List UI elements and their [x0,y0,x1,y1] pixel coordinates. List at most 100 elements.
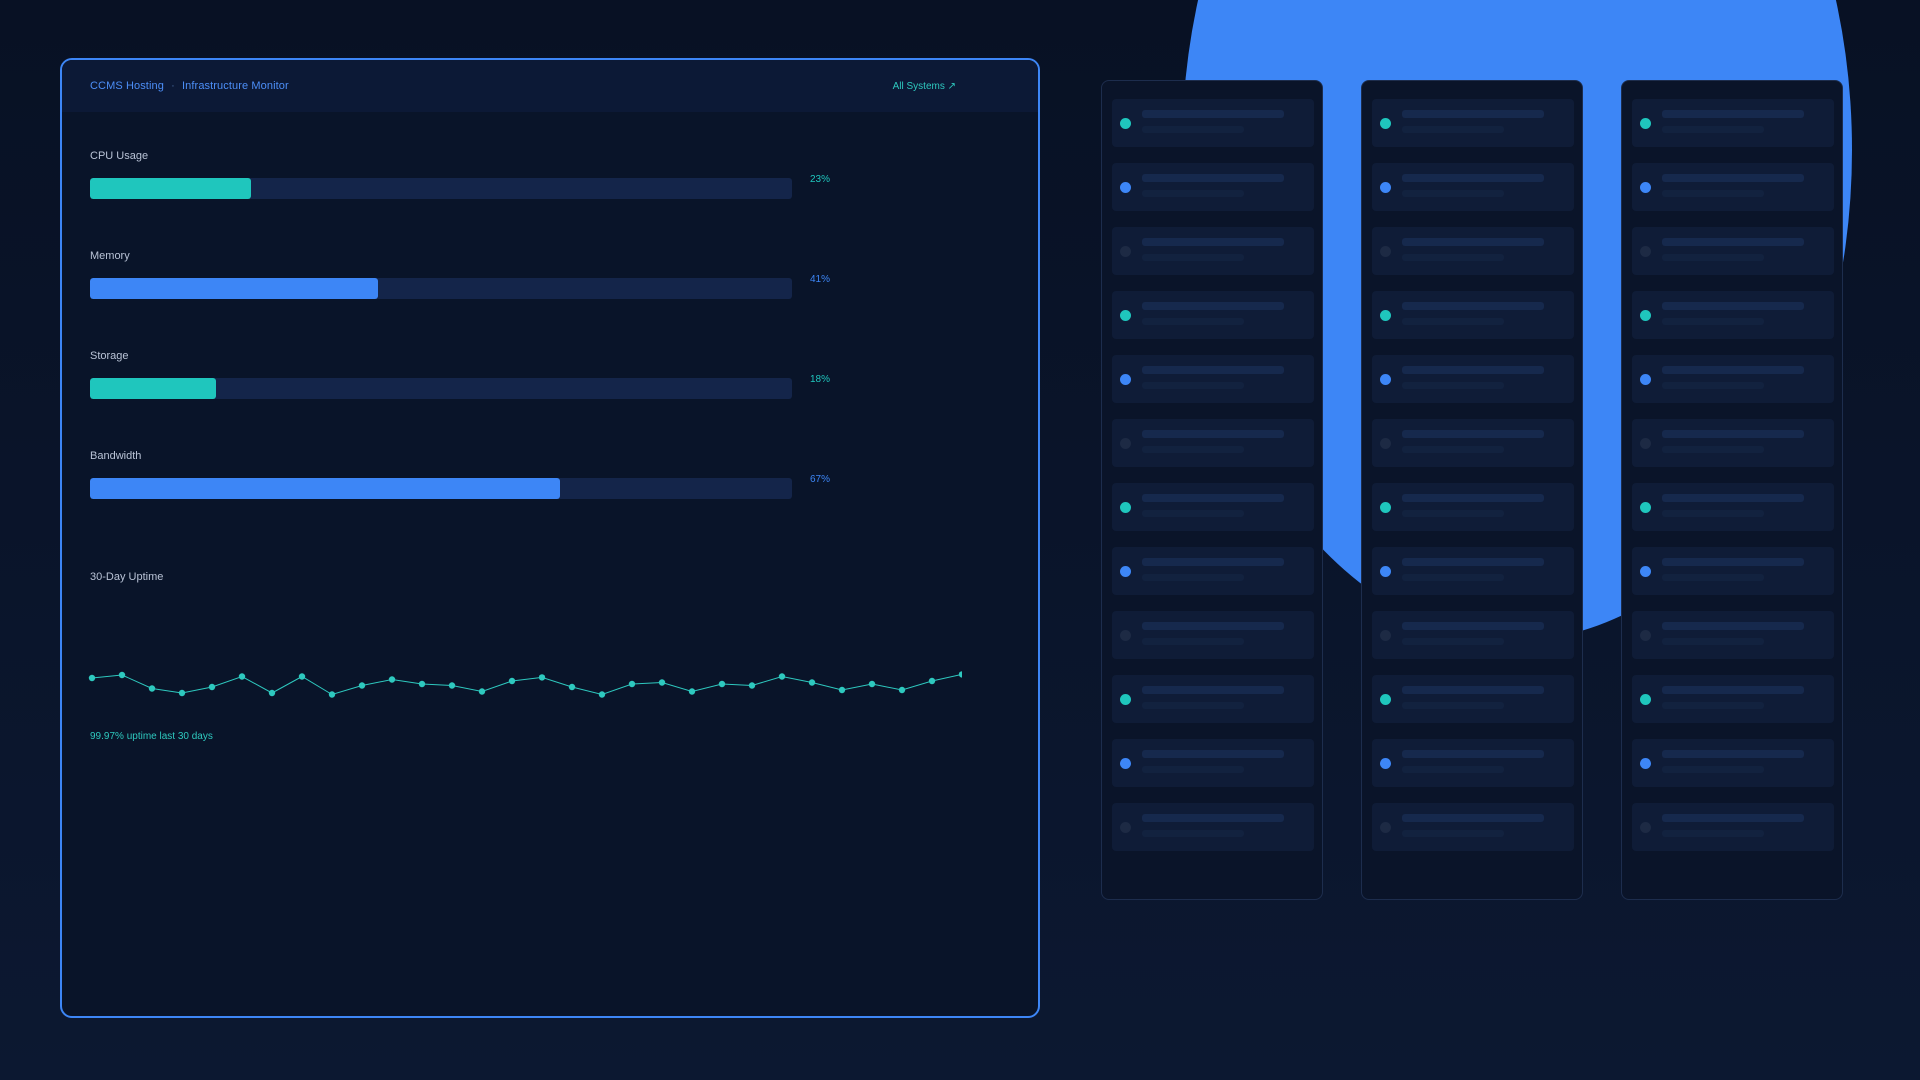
server-slot [1632,227,1834,275]
status-led-icon [1380,310,1391,321]
uptime-point [898,686,906,694]
metric-label: CPU Usage [90,150,149,162]
slot-placeholder-line [1142,638,1244,645]
slot-placeholder-line [1402,750,1544,758]
uptime-point [568,683,576,691]
status-led-icon [1120,822,1131,833]
status-led-icon [1640,502,1651,513]
metric-label: Storage [90,350,129,362]
slot-placeholder-line [1402,702,1504,709]
uptime-point [658,679,666,686]
server-slot [1632,739,1834,787]
slot-placeholder-line [1662,574,1764,581]
slot-placeholder-line [1142,446,1244,453]
status-led-icon [1120,182,1131,193]
slot-placeholder-line [1662,238,1804,246]
metric-value: 41% [810,274,831,285]
slot-placeholder-line [1662,190,1764,197]
server-slot [1112,675,1314,723]
slot-placeholder-line [1662,110,1804,118]
server-slot [1112,99,1314,147]
slot-placeholder-line [1402,190,1504,197]
uptime-point [448,682,456,689]
uptime-point [208,683,216,691]
status-led-icon [1640,694,1651,705]
server-slot [1632,355,1834,403]
uptime-point [118,671,126,679]
slot-placeholder-line [1142,494,1284,502]
cpu-progress-fill [90,178,252,199]
server-slot [1372,355,1574,403]
status-led-icon [1640,182,1651,193]
server-slot [1372,547,1574,595]
slot-placeholder-line [1662,446,1764,453]
status-led-icon [1640,310,1651,321]
server-slot [1372,419,1574,467]
all-systems-link[interactable]: All Systems ↗ [892,80,956,92]
server-slot [1632,163,1834,211]
status-led-icon [1640,438,1651,449]
server-slot [1632,675,1834,723]
dashboard-panel: CCMS Hosting · Infrastructure Monitor Al… [60,58,1040,1018]
slot-placeholder-line [1402,446,1504,453]
metric-storage: Storage 18% [90,350,890,399]
server-slot [1112,355,1314,403]
slot-placeholder-line [1402,318,1504,325]
server-rack-3 [1621,80,1843,900]
uptime-point [748,682,756,689]
slot-placeholder-line [1402,622,1544,630]
slot-placeholder-line [1402,494,1544,502]
slot-placeholder-line [1142,302,1284,310]
slot-placeholder-line [1142,574,1244,581]
uptime-point [358,682,366,689]
title-separator: · [171,80,175,92]
slot-placeholder-line [1142,766,1244,773]
panel-title: CCMS Hosting · Infrastructure Monitor [90,80,289,92]
server-slot [1112,227,1314,275]
slot-placeholder-line [1662,510,1764,517]
slot-placeholder-line [1142,622,1284,630]
bandwidth-progress-track [90,478,792,499]
slot-placeholder-line [1662,430,1804,438]
status-led-icon [1640,374,1651,385]
slot-placeholder-line [1142,558,1284,566]
status-led-icon [1640,822,1651,833]
slot-placeholder-line [1662,366,1804,374]
uptime-point [238,673,246,680]
slot-placeholder-line [1662,702,1764,709]
slot-placeholder-line [1142,814,1284,822]
slot-placeholder-line [1402,126,1504,133]
uptime-point [538,674,546,681]
status-led-icon [1380,502,1391,513]
slot-placeholder-line [1402,686,1544,694]
slot-placeholder-line [1402,574,1504,581]
metric-memory: Memory 41% [90,250,890,299]
slot-placeholder-line [1142,702,1244,709]
uptime-point [868,680,876,688]
status-led-icon [1640,118,1651,129]
slot-placeholder-line [1142,510,1244,517]
status-led-icon [1120,566,1131,577]
slot-placeholder-line [1402,302,1544,310]
uptime-point [268,689,276,697]
status-led-icon [1120,502,1131,513]
server-slot [1372,739,1574,787]
server-slot [1112,611,1314,659]
server-rack-2 [1361,80,1583,900]
slot-placeholder-line [1142,174,1284,182]
server-slot [1112,483,1314,531]
slot-placeholder-line [1662,830,1764,837]
brand-name: CCMS Hosting [90,80,164,92]
metric-bandwidth: Bandwidth 67% [90,450,890,499]
uptime-point [628,680,636,688]
slot-placeholder-line [1142,750,1284,758]
slot-placeholder-line [1142,430,1284,438]
uptime-point [178,689,186,697]
slot-placeholder-line [1142,110,1284,118]
slot-placeholder-line [1662,622,1804,630]
page-title: Infrastructure Monitor [182,80,289,92]
status-led-icon [1380,822,1391,833]
slot-placeholder-line [1142,318,1244,325]
server-slot [1112,163,1314,211]
server-slot [1632,483,1834,531]
